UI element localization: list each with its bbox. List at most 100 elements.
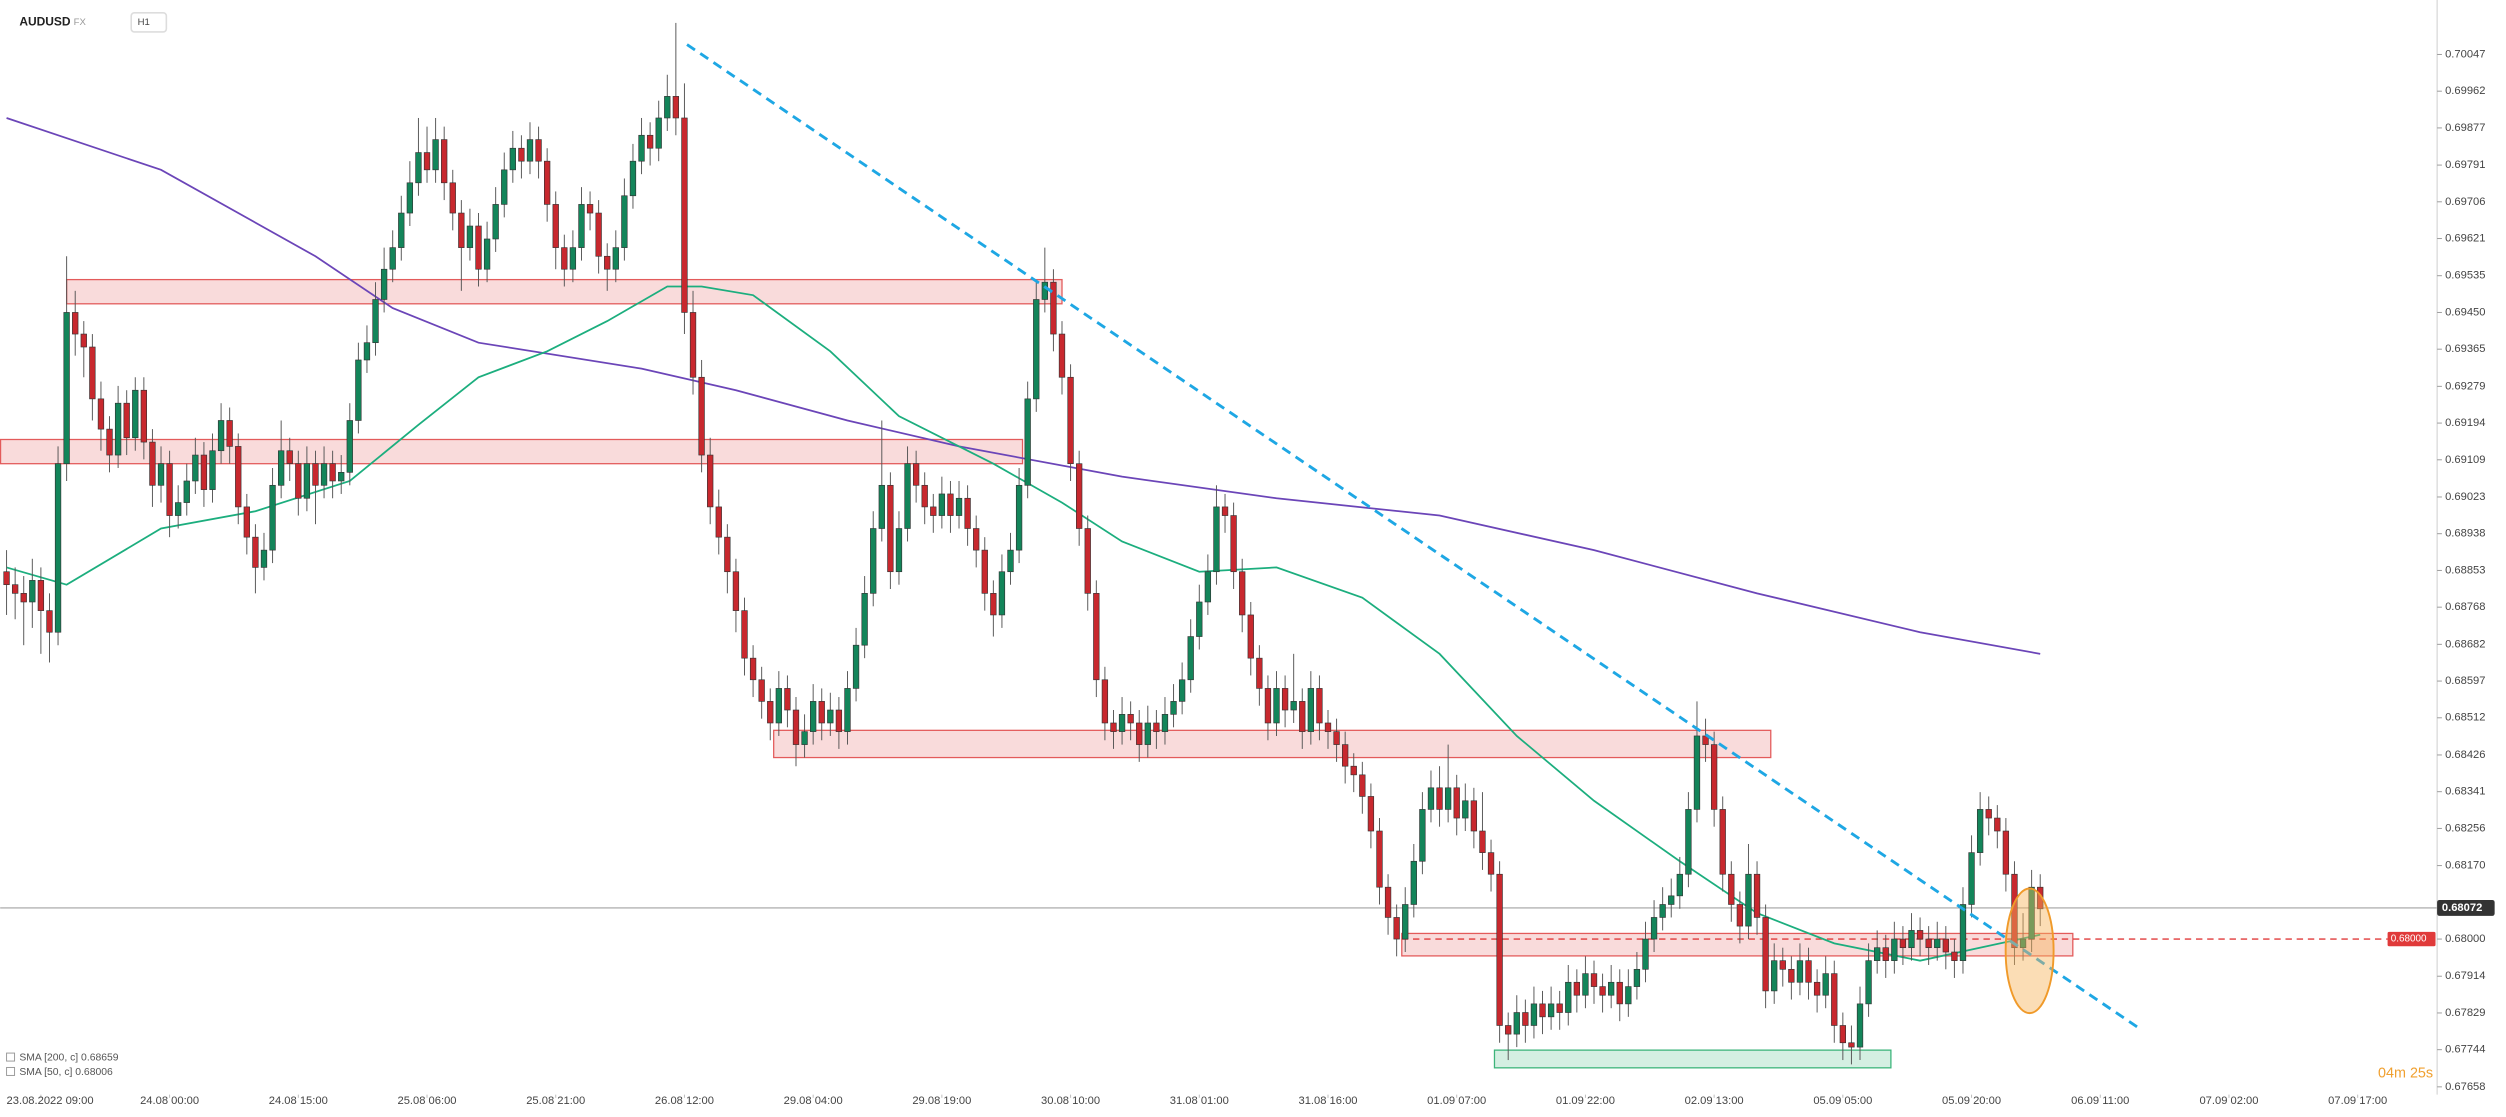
y-tick-label: 0.68938 (2445, 528, 2485, 540)
candle-body (3, 571, 10, 586)
candle-body (955, 497, 963, 516)
candle-body (1994, 817, 2001, 832)
candle-body (1908, 930, 1915, 949)
candle-body (741, 610, 748, 659)
candle-body (1676, 873, 1683, 897)
candle-body (1942, 938, 1949, 953)
x-tick-label: 26.08 12:00 (655, 1095, 714, 1107)
candle-body (998, 571, 1006, 616)
candle-body (1822, 973, 1829, 996)
candle-body (544, 160, 551, 205)
candle-body (1350, 765, 1357, 776)
highlight-ellipse (2004, 887, 2055, 1015)
candle-body (689, 312, 697, 378)
candle-body (1333, 731, 1340, 745)
candle-body (1848, 1042, 1855, 1048)
candle-body (981, 549, 988, 594)
y-tick-label: 0.68768 (2445, 601, 2485, 613)
candle-body (423, 152, 431, 171)
candle-body (698, 376, 705, 456)
candle-body (441, 139, 448, 184)
candle-body (732, 571, 740, 611)
candle-body (80, 333, 87, 348)
candle-body (1882, 947, 1889, 961)
trendline (686, 43, 2143, 1031)
candle-body (329, 463, 336, 482)
y-tick-label: 0.69194 (2445, 417, 2485, 429)
candle-body (844, 688, 851, 732)
candle-body (475, 225, 482, 270)
y-tick-label: 0.68256 (2445, 822, 2485, 834)
legend-icon[interactable] (6, 1066, 16, 1076)
candle-body (1273, 688, 1280, 724)
candle-body (724, 536, 731, 573)
candle-body (526, 139, 534, 162)
candle-body (835, 709, 843, 732)
candle-body (921, 484, 928, 508)
candle-body (1582, 973, 1589, 996)
candle-body (303, 463, 311, 499)
level-label: 0.68000 (2391, 934, 2427, 945)
candle-body (1925, 938, 1932, 949)
candle-body (54, 463, 62, 633)
candle-body (209, 450, 216, 490)
candle-body (930, 506, 937, 516)
candle-body (1041, 281, 1048, 300)
candle-body (1247, 614, 1254, 659)
candle-body (612, 247, 619, 270)
candle-body (1762, 917, 1769, 992)
x-tick-label: 06.09 11:00 (2071, 1095, 2129, 1107)
candle-body (990, 593, 997, 616)
candle-body (1616, 981, 1623, 1005)
candle-body (123, 402, 130, 439)
candle-body (1874, 947, 1881, 961)
candle-body (1110, 722, 1117, 732)
candle-body (1419, 809, 1426, 862)
candle-body (355, 359, 362, 421)
candle-body (449, 182, 456, 214)
candle-body (1625, 986, 1632, 1005)
candle-body (1436, 787, 1443, 810)
candle-body (1384, 886, 1392, 918)
candle-body (1496, 873, 1503, 1026)
candle-body (243, 506, 250, 538)
candle-body (492, 204, 499, 240)
y-tick-label: 0.67829 (2445, 1007, 2485, 1019)
x-tick-label: 25.08 21:00 (526, 1095, 585, 1107)
zone (0, 438, 1024, 465)
candle-body (552, 204, 559, 248)
candle-body (646, 134, 654, 149)
candle-body (1985, 809, 1992, 819)
candle-body (1462, 800, 1469, 819)
candle-body (1693, 735, 1701, 810)
candle-body (784, 688, 791, 711)
candle-body (887, 484, 894, 573)
zone (773, 729, 1772, 759)
x-tick-label: 05.09 05:00 (1813, 1095, 1872, 1107)
candle-body (114, 402, 122, 456)
candle-body (1204, 571, 1212, 603)
candle-body (1170, 701, 1177, 715)
candle-body (1865, 960, 1872, 1005)
candle-body (277, 450, 285, 486)
candle-body (1573, 981, 1580, 996)
candle-body (363, 342, 371, 361)
candle-body (11, 584, 19, 594)
candle-body (1007, 549, 1014, 573)
timeframe[interactable]: H1 (138, 17, 150, 28)
legend-icon[interactable] (6, 1052, 16, 1062)
candle-body (595, 212, 602, 257)
candle-body (501, 169, 508, 205)
candle-body (217, 420, 225, 452)
candle-body (749, 657, 757, 681)
x-tick-label: 29.08 04:00 (784, 1095, 843, 1107)
timeframe-box[interactable] (130, 11, 168, 33)
candle-body (2019, 938, 2027, 949)
candle-body (1076, 463, 1083, 529)
candle-body (1719, 809, 1726, 875)
y-tick-label: 0.67658 (2445, 1081, 2485, 1093)
candle-body (1642, 938, 1649, 970)
candle-body (2002, 830, 2010, 875)
candle-body (1033, 299, 1040, 400)
x-tick-label: 01.09 07:00 (1427, 1095, 1486, 1107)
